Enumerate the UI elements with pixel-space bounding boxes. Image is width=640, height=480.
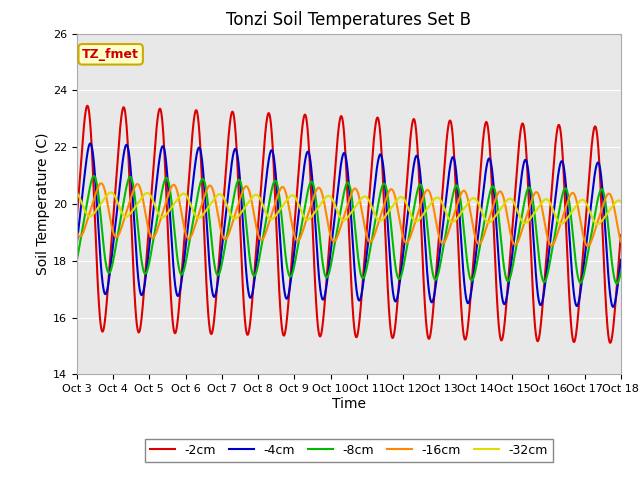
-8cm xyxy=(427,256,435,262)
-2cm xyxy=(607,340,614,346)
Line: -16cm: -16cm xyxy=(77,183,621,246)
-8cm xyxy=(520,200,528,206)
-4cm xyxy=(427,298,435,303)
-4cm xyxy=(399,251,407,257)
-4cm xyxy=(609,304,617,310)
-2cm xyxy=(617,232,625,238)
Line: -4cm: -4cm xyxy=(77,144,621,307)
Title: Tonzi Soil Temperatures Set B: Tonzi Soil Temperatures Set B xyxy=(227,11,471,29)
-8cm xyxy=(613,281,621,287)
-2cm xyxy=(520,126,528,132)
-16cm xyxy=(427,192,435,198)
-8cm xyxy=(399,265,407,271)
-4cm xyxy=(73,241,81,247)
-32cm xyxy=(107,190,115,195)
-8cm xyxy=(281,246,289,252)
-16cm xyxy=(584,243,591,249)
-2cm xyxy=(427,330,435,336)
-2cm xyxy=(73,216,81,221)
Line: -32cm: -32cm xyxy=(77,192,621,224)
-32cm xyxy=(172,199,180,204)
-8cm xyxy=(617,269,625,275)
-4cm xyxy=(172,286,180,292)
-32cm xyxy=(399,195,407,201)
-4cm xyxy=(617,257,625,263)
-32cm xyxy=(479,212,486,217)
-2cm xyxy=(83,103,91,108)
-4cm xyxy=(86,141,94,146)
-2cm xyxy=(172,329,180,335)
-16cm xyxy=(97,180,105,186)
-32cm xyxy=(427,201,435,207)
-2cm xyxy=(399,226,407,232)
-16cm xyxy=(399,234,407,240)
Line: -8cm: -8cm xyxy=(77,176,621,284)
-8cm xyxy=(172,241,180,247)
-32cm xyxy=(520,220,528,226)
Legend: -2cm, -4cm, -8cm, -16cm, -32cm: -2cm, -4cm, -8cm, -16cm, -32cm xyxy=(145,439,553,462)
-16cm xyxy=(617,239,625,244)
-32cm xyxy=(73,190,81,196)
-32cm xyxy=(594,221,602,227)
-16cm xyxy=(520,221,528,227)
-16cm xyxy=(281,187,289,192)
-4cm xyxy=(281,290,289,296)
Text: TZ_fmet: TZ_fmet xyxy=(82,48,139,61)
Y-axis label: Soil Temperature (C): Soil Temperature (C) xyxy=(36,133,50,275)
-32cm xyxy=(617,199,625,204)
-2cm xyxy=(281,331,289,337)
-2cm xyxy=(479,139,486,145)
X-axis label: Time: Time xyxy=(332,397,366,411)
Line: -2cm: -2cm xyxy=(77,106,621,343)
-8cm xyxy=(73,258,81,264)
-32cm xyxy=(281,200,289,206)
-16cm xyxy=(479,235,486,241)
-4cm xyxy=(479,192,486,198)
-16cm xyxy=(73,228,81,234)
-8cm xyxy=(90,173,98,179)
-16cm xyxy=(172,184,180,190)
-8cm xyxy=(479,228,486,233)
-4cm xyxy=(520,159,528,165)
